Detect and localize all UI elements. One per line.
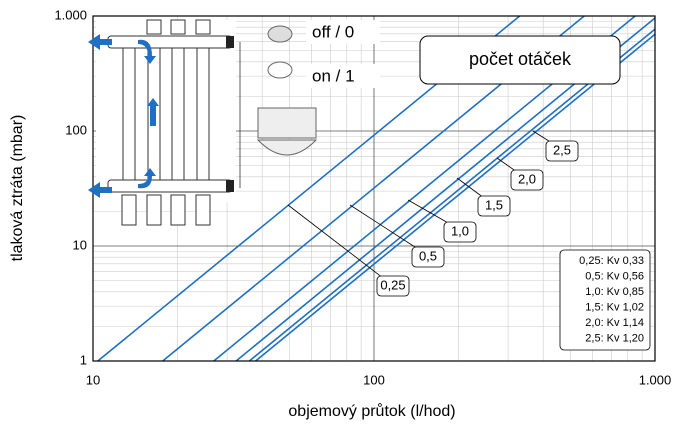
y-tick-label: 1 <box>80 352 87 367</box>
manifold-illustration <box>88 19 318 226</box>
series-label: 2,0 <box>518 171 536 186</box>
leader-line <box>496 157 518 173</box>
series-line <box>255 33 656 362</box>
x-tick-label: 10 <box>86 372 100 387</box>
y-tick-label: 100 <box>65 122 87 137</box>
x-tick-label: 100 <box>363 372 385 387</box>
series-label: 1,0 <box>451 223 469 238</box>
leader-line <box>287 204 384 279</box>
title-box-text: počet otáček <box>469 49 572 69</box>
kv-table-row: 0,5: Kv 0,56 <box>585 270 644 282</box>
series-label-box <box>477 195 511 217</box>
series-label: 0,5 <box>419 248 437 263</box>
x-tick-label: 1.000 <box>639 372 672 387</box>
kv-table-row: 2,0: Kv 1,14 <box>585 317 644 329</box>
series-label-box <box>545 140 579 162</box>
series-label-box <box>443 221 477 243</box>
on-label: on / 1 <box>312 66 355 85</box>
y-axis-label: tlaková ztráta (mbar) <box>9 115 26 262</box>
kv-table-row: 1,0: Kv 0,85 <box>585 286 644 298</box>
title-box <box>419 35 621 85</box>
kv-table-row: 1,5: Kv 1,02 <box>585 301 644 313</box>
series-label: 0,25 <box>380 277 405 292</box>
series-label-box <box>510 169 544 191</box>
off-label: off / 0 <box>312 22 354 41</box>
kv-table-row: 0,25: Kv 0,33 <box>579 255 644 267</box>
y-tick-label: 10 <box>73 237 87 252</box>
x-axis-label: objemový průtok (l/hod) <box>288 402 455 420</box>
y-tick-label: 1.000 <box>54 7 87 22</box>
series-label-box <box>376 275 410 297</box>
series-label-box <box>411 246 445 268</box>
leader-line <box>456 177 485 199</box>
annotation-labels: off / 0 on / 1 počet otáček <box>306 20 621 88</box>
series-label: 2,5 <box>553 142 571 157</box>
leader-line <box>349 204 419 250</box>
leader-line <box>407 199 451 225</box>
series-label: 1,5 <box>485 197 503 212</box>
kv-table <box>559 249 651 351</box>
kv-table-row: 2,5: Kv 1,20 <box>585 332 644 344</box>
